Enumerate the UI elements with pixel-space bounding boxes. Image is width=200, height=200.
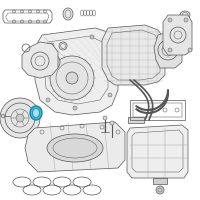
Circle shape	[156, 186, 164, 194]
Polygon shape	[22, 42, 58, 78]
Circle shape	[50, 43, 54, 47]
Polygon shape	[102, 25, 165, 85]
Bar	[128, 117, 144, 123]
Ellipse shape	[32, 108, 40, 117]
Ellipse shape	[63, 8, 73, 20]
Polygon shape	[25, 122, 125, 172]
Circle shape	[1, 114, 5, 118]
Circle shape	[73, 106, 77, 110]
Polygon shape	[35, 28, 118, 115]
Polygon shape	[127, 125, 188, 178]
Circle shape	[188, 48, 192, 52]
Polygon shape	[163, 15, 192, 55]
Circle shape	[16, 114, 24, 122]
Circle shape	[168, 48, 172, 52]
Circle shape	[103, 116, 107, 120]
Circle shape	[50, 60, 54, 64]
Circle shape	[44, 54, 60, 70]
Circle shape	[46, 98, 50, 102]
Circle shape	[108, 93, 112, 97]
Polygon shape	[154, 30, 182, 68]
Ellipse shape	[30, 106, 42, 120]
Ellipse shape	[180, 26, 190, 34]
Circle shape	[0, 98, 40, 138]
Circle shape	[66, 72, 78, 84]
Ellipse shape	[180, 11, 190, 19]
Circle shape	[168, 18, 172, 22]
Ellipse shape	[47, 134, 103, 162]
Bar	[153, 178, 167, 184]
Bar	[133, 103, 182, 117]
Circle shape	[90, 35, 94, 39]
Bar	[180, 20, 190, 30]
Circle shape	[38, 68, 42, 72]
Circle shape	[50, 56, 94, 100]
Circle shape	[110, 121, 114, 125]
Circle shape	[184, 18, 188, 22]
Bar	[130, 100, 185, 120]
Circle shape	[110, 53, 114, 57]
